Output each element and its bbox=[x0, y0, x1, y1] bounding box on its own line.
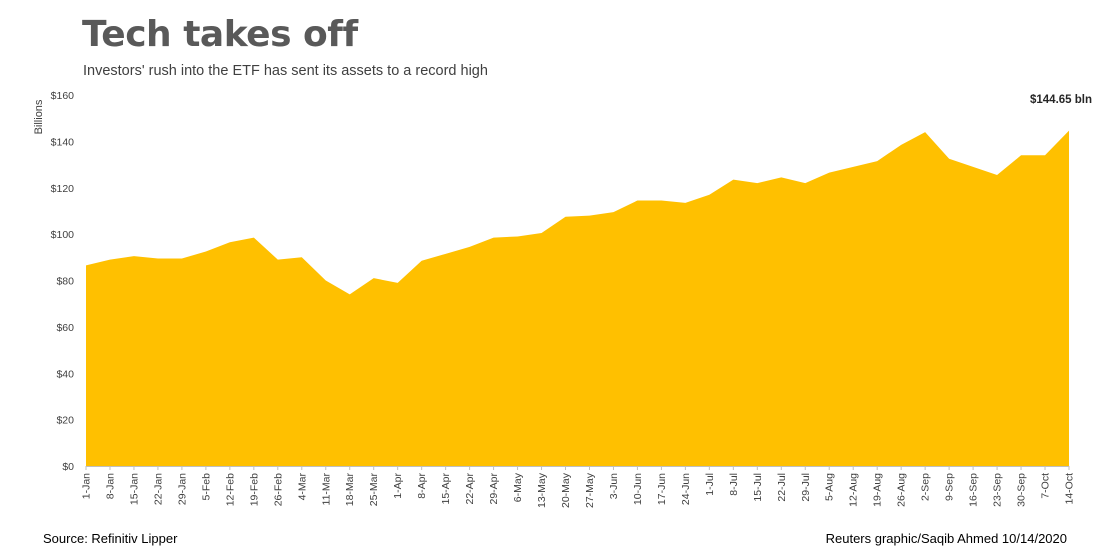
x-tick-label: 23-Sep bbox=[992, 473, 1004, 507]
x-tick-label: 8-Apr bbox=[416, 473, 428, 499]
y-tick-label: $80 bbox=[56, 276, 74, 288]
x-tick-label: 4-Mar bbox=[296, 472, 308, 500]
area-series bbox=[86, 130, 1069, 466]
y-tick-label: $140 bbox=[51, 136, 75, 148]
credit-note: Reuters graphic/Saqib Ahmed 10/14/2020 bbox=[825, 531, 1067, 546]
y-tick-label: $100 bbox=[51, 229, 75, 241]
x-tick-label: 3-Jun bbox=[608, 473, 620, 499]
x-tick-label: 29-Jan bbox=[176, 473, 188, 505]
x-tick-label: 1-Apr bbox=[392, 473, 404, 499]
y-tick-label: $120 bbox=[51, 183, 75, 195]
x-tick-label: 27-May bbox=[584, 472, 596, 508]
last-value-annotation: $144.65 bln bbox=[1030, 94, 1092, 106]
chart-subtitle: Investors' rush into the ETF has sent it… bbox=[83, 63, 488, 79]
x-tick-label: 11-Mar bbox=[320, 473, 332, 506]
x-tick-label: 1-Jan bbox=[81, 473, 93, 499]
x-tick-label: 14-Oct bbox=[1064, 473, 1076, 505]
y-tick-label: $160 bbox=[51, 90, 75, 102]
x-tick-label: 12-Aug bbox=[848, 473, 860, 507]
y-tick-label: $60 bbox=[56, 322, 74, 334]
x-tick-label: 15-Apr bbox=[440, 472, 452, 504]
x-tick-label: 29-Jul bbox=[800, 473, 812, 502]
x-tick-label: 2-Sep bbox=[920, 473, 932, 501]
x-tick-label: 13-May bbox=[536, 472, 548, 508]
x-tick-label: 30-Sep bbox=[1016, 473, 1028, 507]
x-tick-label: 22-Apr bbox=[464, 472, 476, 504]
x-tick-label: 15-Jan bbox=[128, 473, 140, 505]
x-tick-label: 17-Jun bbox=[656, 473, 668, 505]
x-tick-label: 19-Aug bbox=[872, 473, 884, 507]
y-tick-label: $40 bbox=[56, 368, 74, 380]
x-tick-label: 29-Apr bbox=[488, 472, 500, 504]
x-tick-label: 1-Jul bbox=[704, 473, 716, 496]
x-tick-label: 15-Jul bbox=[752, 473, 764, 502]
x-tick-label: 26-Feb bbox=[272, 473, 284, 506]
source-note: Source: Refinitiv Lipper bbox=[43, 531, 178, 546]
x-tick-label: 19-Feb bbox=[248, 473, 260, 506]
x-tick-label: 5-Feb bbox=[200, 473, 212, 501]
x-tick-label: 12-Feb bbox=[224, 473, 236, 506]
y-tick-label: $0 bbox=[62, 461, 74, 473]
x-tick-label: 6-May bbox=[512, 472, 524, 502]
x-tick-label: 18-Mar bbox=[344, 473, 356, 507]
x-tick-label: 26-Aug bbox=[896, 473, 908, 507]
x-tick-label: 16-Sep bbox=[968, 473, 980, 507]
x-tick-label: 9-Sep bbox=[944, 473, 956, 501]
x-tick-label: 8-Jul bbox=[728, 473, 740, 496]
x-tick-label: 5-Aug bbox=[824, 473, 836, 501]
x-tick-label: 8-Jan bbox=[104, 473, 116, 499]
x-tick-label: 24-Jun bbox=[680, 473, 692, 505]
chart-title: Tech takes off bbox=[82, 14, 358, 55]
x-tick-label: 20-May bbox=[560, 472, 572, 508]
x-tick-label: 22-Jan bbox=[152, 473, 164, 505]
x-tick-label: 7-Oct bbox=[1040, 473, 1052, 499]
y-tick-label: $20 bbox=[56, 415, 74, 427]
x-tick-label: 10-Jun bbox=[632, 473, 644, 505]
x-tick-label: 22-Jul bbox=[776, 473, 788, 502]
x-tick-label: 25-Mar bbox=[368, 473, 380, 507]
y-axis-label: Billions bbox=[33, 99, 45, 134]
